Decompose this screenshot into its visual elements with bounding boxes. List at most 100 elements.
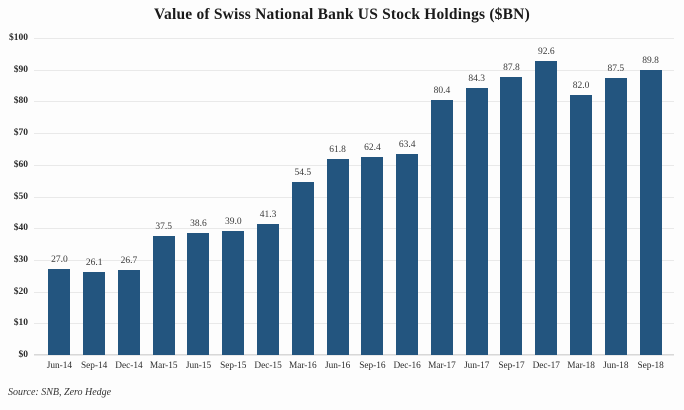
bar[interactable] (535, 61, 558, 355)
bar[interactable] (430, 100, 453, 355)
bar-value-label: 27.0 (51, 255, 68, 266)
y-axis-tick-label: $90 (13, 64, 28, 75)
bar-value-label: 92.6 (537, 47, 555, 58)
gridline (34, 259, 674, 261)
bar-value-label: 80.4 (433, 86, 451, 97)
bar[interactable] (500, 76, 523, 355)
y-axis-tick-label: $100 (9, 33, 28, 43)
bar[interactable] (83, 272, 106, 355)
bar-value-label: 38.6 (190, 218, 207, 229)
bar[interactable] (465, 87, 488, 355)
y-axis-tick-label: $30 (13, 254, 28, 265)
bar-slot (564, 38, 599, 355)
bar-value-label: 26.7 (120, 256, 138, 267)
gridline (34, 291, 674, 293)
bar-slot (181, 38, 216, 355)
bar[interactable] (396, 154, 419, 355)
bar-value-label: 37.5 (155, 222, 173, 233)
gridline (34, 38, 674, 39)
bar-slot (529, 38, 564, 355)
x-axis-tick-label: Sep-15 (220, 361, 247, 371)
bar-value-label: 82.0 (572, 81, 590, 92)
gridline (34, 164, 674, 166)
bar-value-label: 63.4 (398, 140, 416, 151)
plot-area (34, 38, 674, 356)
x-axis-tick-label: Sep-18 (637, 361, 664, 371)
bar-value-label: 54.5 (294, 168, 312, 179)
x-axis-tick-label: Dec-15 (254, 361, 282, 371)
bar[interactable] (639, 70, 662, 355)
bar[interactable] (117, 270, 140, 355)
y-axis-tick-label: $20 (13, 286, 28, 297)
bar-slot (285, 38, 320, 355)
gridline (34, 228, 674, 230)
bar[interactable] (152, 236, 175, 355)
x-axis-tick-label: Mar-18 (567, 361, 595, 371)
x-axis-tick-label: Jun-14 (46, 361, 73, 371)
bar-value-label: 89.8 (642, 56, 659, 67)
x-axis-tick-label: Jun-16 (324, 361, 351, 371)
gridline (34, 101, 674, 103)
y-axis-tick-label: $60 (13, 159, 28, 170)
bar-slot (459, 38, 494, 355)
gridline (34, 323, 674, 325)
bar-slot (425, 38, 460, 355)
x-axis-tick-label: Dec-17 (532, 361, 560, 371)
chart-title: Value of Swiss National Bank US Stock Ho… (154, 6, 530, 23)
bar-slot (633, 38, 668, 355)
bar-slot (146, 38, 181, 355)
bar[interactable] (187, 232, 210, 355)
bar[interactable] (570, 95, 593, 355)
y-axis-tick-label: $0 (18, 350, 29, 360)
y-axis-tick-label: $70 (13, 128, 28, 139)
x-axis-tick-label: Mar-15 (149, 361, 178, 371)
source-note: Source: SNB, Zero Hedge (8, 387, 112, 398)
gridline (34, 196, 674, 198)
x-axis-tick-label: Dec-16 (393, 361, 421, 371)
bar-slot (42, 38, 77, 355)
gridline (34, 69, 674, 71)
bar-value-label: 87.8 (503, 62, 520, 73)
bar[interactable] (604, 77, 627, 355)
bars-group (42, 38, 668, 355)
x-axis-tick-label: Sep-17 (498, 361, 525, 371)
y-axis-tick-label: $50 (13, 191, 28, 202)
bar-slot (216, 38, 251, 355)
bar-slot (112, 38, 147, 355)
bar-value-label: 39.0 (224, 217, 242, 228)
bar-value-label: 26.1 (85, 258, 103, 269)
bar[interactable] (291, 182, 314, 355)
bar[interactable] (222, 231, 245, 355)
bar-slot (494, 38, 529, 355)
bar-value-label: 61.8 (329, 145, 346, 156)
bar-slot (320, 38, 355, 355)
x-axis-tick-label: Sep-16 (359, 361, 386, 371)
bar-slot (390, 38, 425, 355)
bar-slot (251, 38, 286, 355)
gridline (34, 355, 674, 356)
bar[interactable] (48, 269, 71, 355)
x-axis-tick-label: Mar-17 (428, 361, 456, 371)
bar-value-label: 41.3 (259, 210, 277, 221)
x-axis-tick-label: Mar-16 (288, 361, 317, 371)
axis-baseline (34, 354, 674, 355)
bar[interactable] (361, 157, 384, 355)
x-axis-tick-label: Sep-14 (80, 361, 108, 371)
bar-value-label: 87.5 (607, 63, 625, 74)
bar[interactable] (326, 159, 349, 355)
bar-value-label: 84.3 (468, 73, 486, 84)
y-axis-tick-label: $40 (13, 223, 28, 234)
bar-slot (355, 38, 390, 355)
gridline (34, 133, 674, 135)
x-axis-tick-label: Jun-17 (464, 361, 490, 371)
x-axis-tick-label: Jun-18 (603, 361, 629, 371)
bar[interactable] (257, 224, 280, 355)
y-axis-tick-label: $10 (13, 318, 28, 329)
bar-value-label: 62.4 (364, 143, 381, 154)
x-axis-tick-label: Dec-14 (115, 361, 143, 371)
x-axis-tick-label: Jun-15 (185, 361, 212, 371)
y-axis-tick-label: $80 (13, 96, 28, 107)
bar-slot (598, 38, 633, 355)
bar-slot (77, 38, 112, 355)
